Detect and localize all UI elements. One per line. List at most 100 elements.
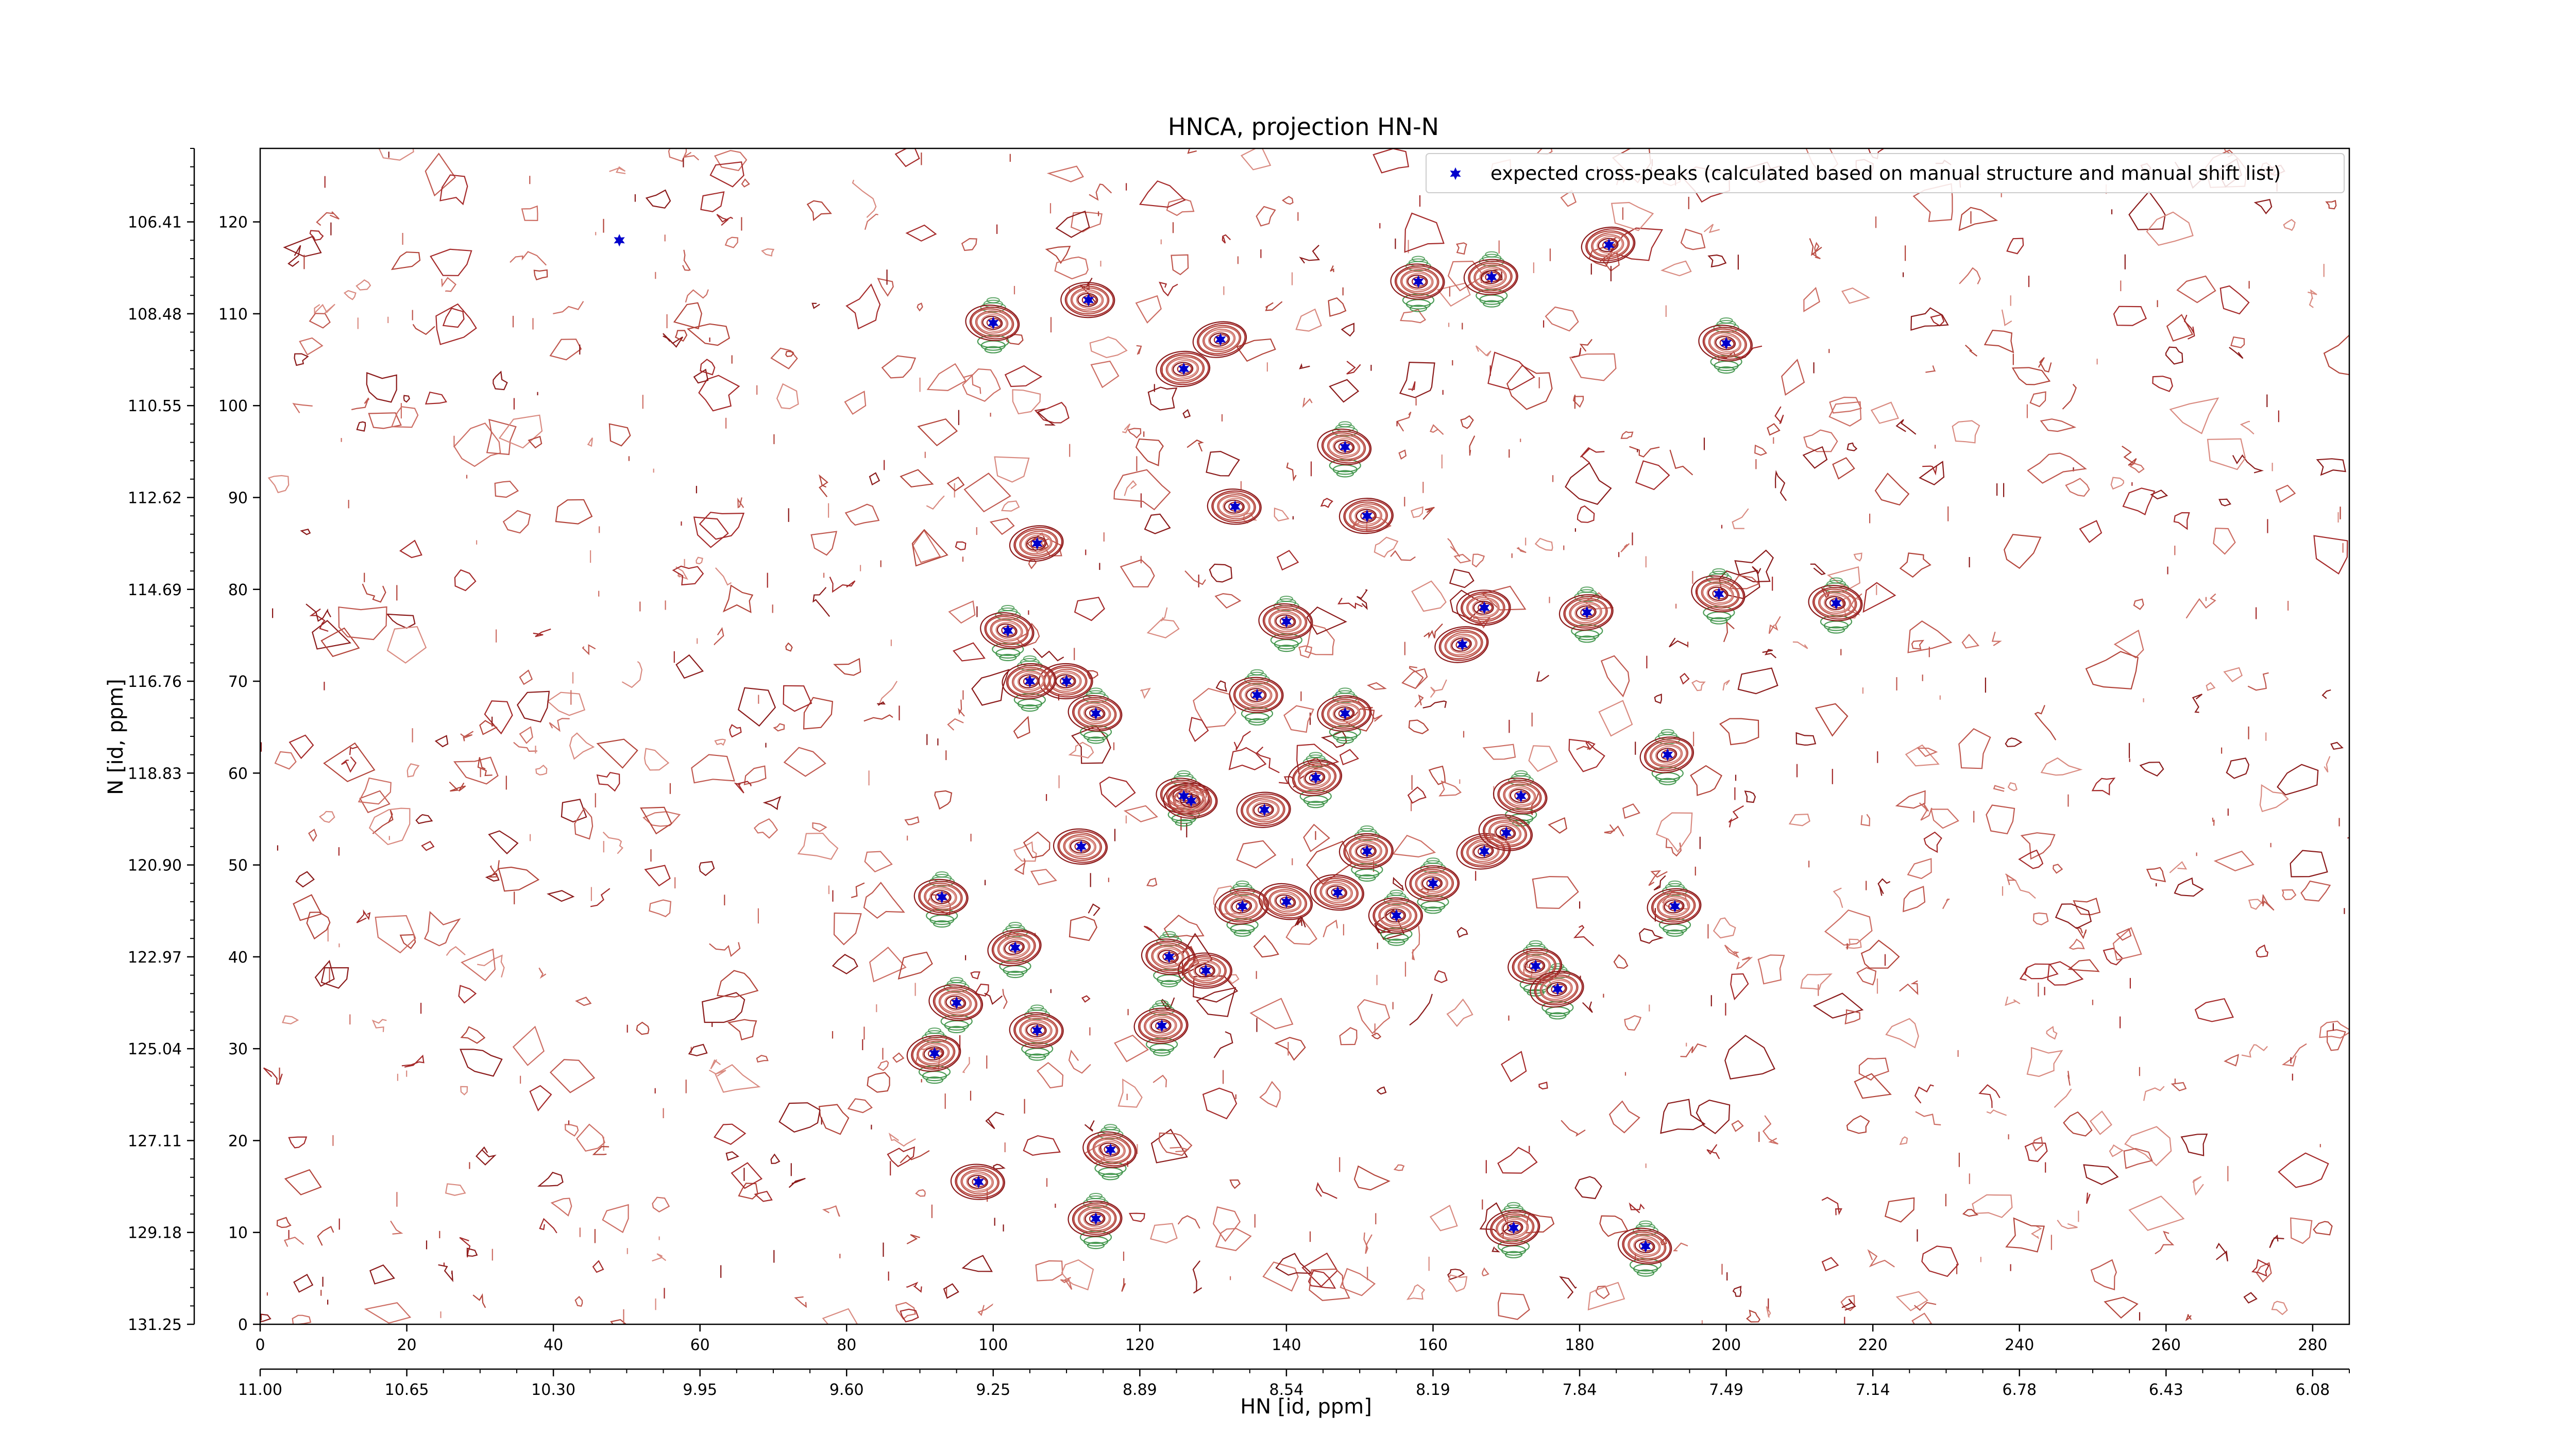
peak-contour [1504,785,1536,807]
noise-contour [715,567,732,586]
peak-contour [1629,1235,1661,1257]
noise-contour [454,569,477,592]
noise-contour [1158,1132,1193,1156]
noise-contour [519,669,533,685]
noise-contour [2290,1217,2313,1244]
noise-contour [806,200,832,222]
cross-peak-marker [1061,675,1072,688]
noise-contour [682,249,691,271]
y-index-tick-label: 40 [228,949,248,967]
noise-contour [701,992,745,1023]
peak-contour [1239,682,1277,708]
peak-contour [1698,325,1753,362]
noise-contour [1114,1034,1149,1063]
noise-contour [378,148,414,161]
noise-contour [663,333,684,348]
noise-contour [1309,1268,1350,1301]
peak-contour [1466,595,1504,620]
y-index-tick-label: 50 [228,857,248,875]
x-index-tick-label: 200 [1711,1336,1741,1354]
noise-contour [375,915,416,954]
negative-contour [1006,970,1024,979]
noise-contour [2223,667,2243,682]
noise-contour [1206,450,1240,477]
negative-contour [1358,874,1376,882]
peak-contour [1379,904,1412,926]
noise-contour [1481,1267,1489,1276]
noise-contour [783,685,812,712]
y-index-tick-label: 110 [218,306,248,324]
peak-contour [1070,287,1108,313]
noise-contour [700,359,716,376]
noise-contour [1766,1306,1771,1318]
noise-contour [1907,620,1953,653]
noise-contour [1060,1277,1073,1290]
cross-peak-marker [1259,803,1270,816]
noise-contour [1754,444,1768,456]
noise-contour [2218,498,2232,507]
peak-contour [1473,844,1494,858]
negative-contour [1338,421,1352,428]
noise-contour [458,985,477,1004]
noise-contour [2283,218,2296,231]
negative-contour [1338,687,1352,694]
noise-contour [962,1057,970,1073]
noise-contour [502,510,531,534]
noise-contour [1860,939,1900,969]
noise-contour [1117,1078,1143,1108]
peak-contour [1396,267,1439,296]
noise-contour [1274,1037,1306,1061]
noise-contour [1795,732,1817,746]
peak-contour [1141,938,1196,975]
noise-contour [852,179,877,218]
peak-contour [1208,330,1234,348]
y-index-tick-label: 70 [228,673,248,691]
peak-contour [1264,607,1308,636]
noise-contour [1171,254,1189,276]
peak-contour [1098,1141,1125,1159]
noise-contour [1728,805,1744,828]
noise-contour [2213,527,2236,555]
noise-contour [2067,959,2100,972]
peak-contour [1168,786,1212,815]
peak-contour [1320,882,1353,903]
peak-contour [938,990,976,1016]
peak-contour [940,991,972,1014]
negative-contour [1028,1053,1046,1061]
noise-contour [2083,1164,2119,1185]
cross-peak-marker [929,1047,940,1060]
noise-contour [2063,1111,2093,1137]
noise-contour [299,337,324,356]
noise-contour [984,992,1003,1005]
peak-contour [1193,962,1220,980]
negative-contour [1104,1124,1117,1131]
noise-contour [753,818,778,839]
noise-contour [1821,1197,1843,1216]
y-index-tick-label: 0 [238,1316,248,1334]
peak-contour [1405,273,1433,291]
peak-contour [1274,892,1300,911]
negative-contour [1666,929,1684,937]
noise-contour [2185,1314,2192,1321]
peak-contour [1524,959,1546,973]
noise-contour [961,238,977,251]
peak-contour [1415,870,1453,896]
cross-peak-markers [614,234,1842,1253]
noise-contour [1571,347,1582,359]
peak-contour [982,315,1003,330]
noise-contour [1001,500,1020,512]
noise-contour [900,469,934,487]
x-ppm-tick-label: 6.08 [2295,1381,2330,1399]
noise-contour [1340,1268,1376,1296]
peak-contour [1586,230,1630,260]
x-index-tick-label: 120 [1125,1336,1155,1354]
noise-contour [1253,935,1279,958]
peak-contour [918,1042,950,1065]
noise-contour [2183,314,2195,340]
y-axis-ppm: 131.25 129.18 127.11 125.04 122.97 120.90 118.… [128,148,195,1334]
negative-contour [1483,300,1501,308]
peak-contour [1317,428,1372,465]
peak-contour [934,988,978,1017]
noise-contour [948,600,976,624]
peak-contour [1189,959,1221,982]
